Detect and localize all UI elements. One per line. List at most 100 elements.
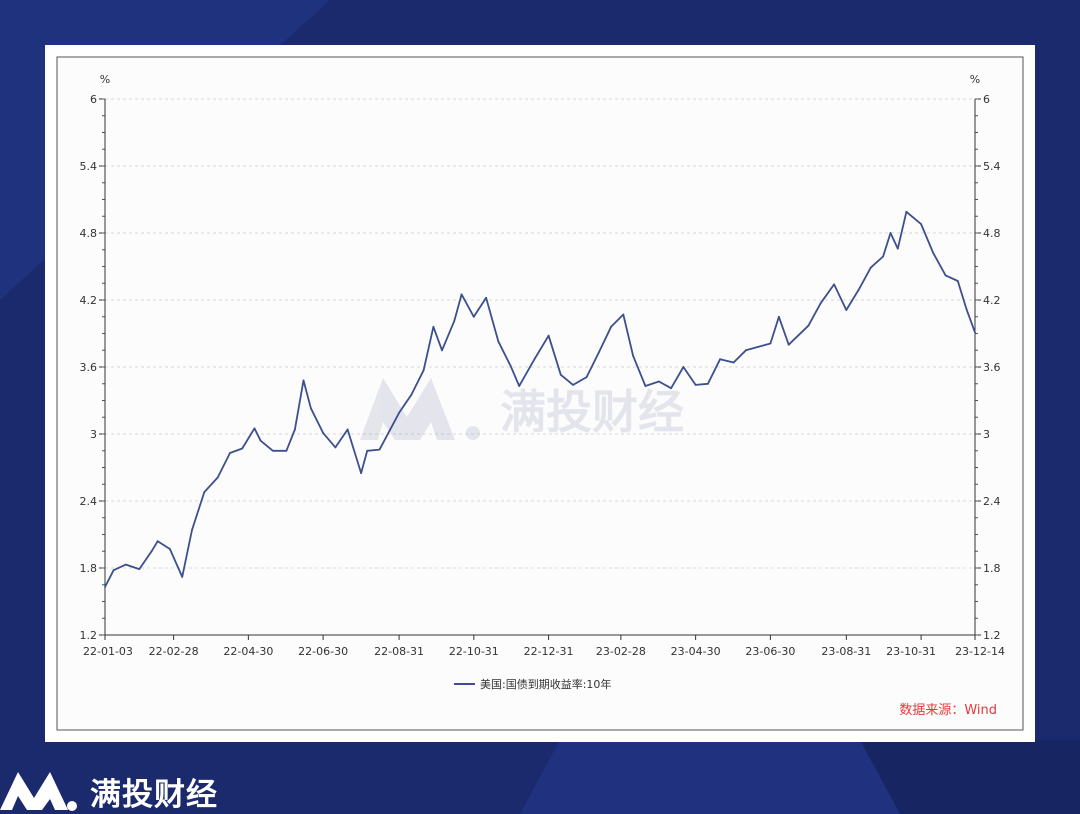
data-point: [905, 210, 908, 213]
data-point: [497, 340, 500, 343]
data-point: [378, 448, 381, 451]
x-tick-label: 23-12-14: [955, 645, 1005, 658]
data-point: [707, 382, 709, 385]
y-tick-label-right: 6: [983, 93, 990, 106]
data-point: [833, 283, 835, 286]
y-unit-left: %: [100, 73, 110, 86]
data-point: [610, 325, 612, 328]
data-point: [585, 376, 588, 378]
data-point: [658, 380, 660, 383]
series-layer: [104, 210, 976, 588]
data-point: [509, 365, 512, 367]
data-point: [534, 357, 536, 359]
legend-label: 美国:国债到期收益率:10年: [480, 677, 611, 691]
data-point: [334, 446, 337, 449]
data-point: [547, 334, 550, 337]
data-point: [104, 586, 106, 588]
data-point: [460, 293, 463, 296]
data-point: [572, 384, 574, 386]
x-tick-label: 22-12-31: [524, 645, 574, 658]
data-point: [112, 569, 115, 572]
data-point: [432, 325, 435, 328]
data-point: [453, 320, 456, 323]
data-point: [398, 411, 400, 414]
data-point: [719, 358, 721, 361]
data-point: [310, 407, 312, 410]
data-point: [518, 385, 521, 387]
y-tick-label: 5.4: [80, 160, 98, 173]
y-tick-label: 1.8: [80, 562, 98, 575]
x-tick-label: 23-10-31: [886, 645, 936, 658]
x-tick-label: 23-02-28: [596, 645, 646, 658]
watermark-text: 满投财经: [500, 385, 684, 439]
x-tick-label: 22-08-31: [374, 645, 424, 658]
data-point: [845, 309, 848, 311]
series-line: [104, 210, 976, 588]
data-point: [150, 550, 153, 553]
data-point: [857, 289, 860, 291]
data-point: [156, 540, 159, 543]
data-point: [920, 223, 922, 226]
data-point: [757, 346, 759, 348]
data-point: [229, 452, 231, 454]
data-point: [974, 331, 976, 334]
watermark-logo: [360, 378, 455, 440]
data-point: [472, 315, 475, 318]
legend[interactable]: 美国:国债到期收益率:10年: [454, 677, 611, 691]
watermark: 满投财经: [360, 378, 684, 440]
data-point: [302, 379, 305, 382]
x-tick-label: 22-04-30: [223, 645, 273, 658]
data-point: [670, 387, 672, 390]
data-point: [882, 255, 884, 258]
axes: 1.2 1.2 1.8 1.8 2.4 2.4 3 3 3.6 3.6 4.2 4.2 4.8 4.8 5.…: [80, 93, 1006, 658]
data-point: [241, 447, 244, 450]
data-point: [682, 366, 685, 368]
data-point: [745, 349, 747, 352]
data-point: [216, 476, 219, 479]
data-point: [889, 232, 892, 234]
y-tick-label: 3: [90, 428, 97, 441]
source-note: 数据来源：Wind: [899, 703, 997, 718]
y-tick-label: 4.2: [80, 294, 98, 307]
data-point: [632, 354, 634, 357]
x-tick-label: 23-06-30: [745, 645, 795, 658]
y-tick-label-right: 1.2: [983, 629, 1001, 642]
data-point: [956, 280, 959, 282]
y-tick-label: 1.2: [80, 629, 98, 642]
data-point: [559, 373, 562, 376]
data-point: [778, 315, 780, 318]
y-unit-right: %: [970, 73, 980, 86]
brand-footer: 满投财经: [0, 768, 218, 814]
brand-logo-icon: [0, 772, 77, 811]
data-point: [124, 563, 127, 566]
data-point: [932, 252, 935, 255]
y-tick-label: 4.8: [80, 227, 98, 240]
data-point: [294, 428, 296, 431]
data-point: [965, 308, 968, 310]
data-point: [346, 428, 349, 431]
y-tick-label-right: 3: [983, 428, 990, 441]
y-tick-label-right: 4.2: [983, 294, 1001, 307]
data-point: [422, 369, 425, 372]
y-tick-label-right: 2.4: [983, 495, 1001, 508]
data-point: [272, 449, 274, 452]
y-tick-label: 6: [90, 93, 97, 106]
x-tick-label: 22-06-30: [298, 645, 348, 658]
data-point: [694, 384, 697, 386]
data-point: [191, 529, 193, 531]
data-point: [366, 449, 369, 452]
x-tick-label: 22-01-03: [83, 645, 133, 658]
data-point: [769, 342, 772, 345]
data-point: [485, 296, 487, 299]
y-tick-label-right: 1.8: [983, 562, 1001, 575]
data-point: [622, 313, 625, 316]
data-point: [732, 361, 735, 364]
y-tick-label-right: 5.4: [983, 160, 1001, 173]
data-point: [410, 394, 413, 396]
data-point: [203, 491, 206, 493]
data-point: [819, 302, 822, 305]
data-point: [597, 351, 600, 354]
data-point: [644, 385, 647, 387]
chart-card: 1.2 1.2 1.8 1.8 2.4 2.4 3 3 3.6 3.6 4.2 4.2 4.8 4.8 5.…: [45, 45, 1035, 742]
x-tick-label: 23-08-31: [821, 645, 871, 658]
